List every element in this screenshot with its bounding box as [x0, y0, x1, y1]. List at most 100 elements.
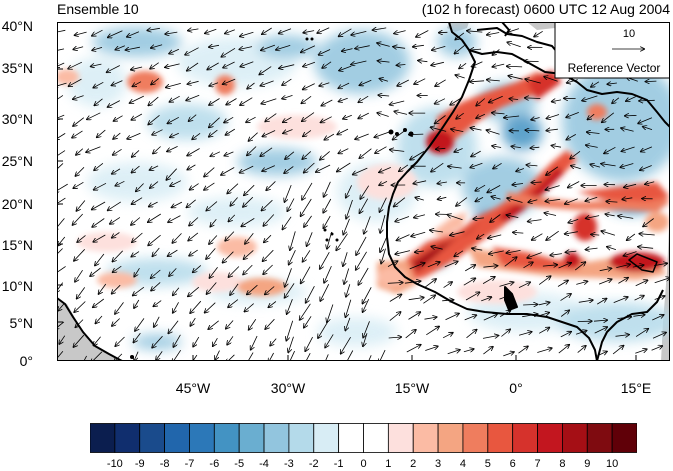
wind-vector	[435, 98, 446, 104]
wind-vector	[493, 64, 505, 67]
wind-vector	[99, 283, 107, 294]
wind-vector	[112, 80, 123, 86]
wind-vector	[431, 162, 444, 172]
wind-vector	[57, 183, 68, 192]
axis-ticks	[57, 22, 637, 361]
wind-vector	[261, 98, 277, 104]
wind-vector	[246, 352, 254, 361]
colorbar-label: 3	[435, 458, 442, 470]
wind-vector	[113, 132, 121, 139]
lat-label-20n: 20°N	[1, 196, 33, 212]
wind-vector	[405, 330, 416, 339]
wind-vector	[606, 201, 618, 202]
wind-vector	[208, 320, 219, 329]
wind-vector	[132, 232, 143, 242]
wind-vector	[467, 31, 483, 32]
wind-vector	[463, 278, 475, 286]
wind-vector	[259, 66, 272, 75]
wind-vector	[165, 63, 180, 67]
wind-vector	[151, 269, 161, 278]
wind-vector	[578, 300, 593, 302]
wind-vector	[339, 148, 349, 154]
wind-vector	[344, 268, 350, 284]
wind-vector	[150, 165, 159, 170]
wind-vector	[377, 43, 390, 47]
wind-vector	[577, 346, 586, 353]
wind-vector	[115, 336, 125, 346]
wind-vector	[263, 130, 276, 137]
wind-vector	[378, 61, 390, 62]
wind-vector	[185, 47, 199, 55]
wind-vector	[582, 95, 598, 101]
wind-vector	[113, 148, 122, 155]
wind-vector	[204, 182, 215, 190]
wind-vector	[134, 267, 140, 276]
wind-vector	[571, 166, 581, 169]
wind-vector	[550, 254, 562, 256]
wind-vector	[560, 294, 571, 301]
south-america-coast	[57, 297, 123, 361]
wind-vector	[523, 304, 537, 305]
wind-vector	[168, 116, 179, 123]
wind-vector	[168, 215, 181, 223]
wind-vector	[586, 248, 598, 250]
wind-vector	[638, 247, 654, 249]
wind-vector	[116, 180, 125, 185]
wind-vector	[490, 214, 501, 223]
wind-vector	[227, 336, 234, 344]
wind-vector	[373, 28, 387, 30]
wind-vector	[594, 327, 607, 334]
wind-vector	[528, 200, 538, 203]
iberia-coast	[476, 27, 558, 53]
colorbar-cell	[338, 423, 364, 453]
wind-vector	[409, 263, 425, 270]
wind-vector	[570, 150, 581, 158]
wind-vector	[320, 284, 330, 301]
wind-vector	[112, 168, 121, 174]
wind-vector	[279, 64, 295, 69]
wind-vector	[283, 216, 292, 230]
wind-vector	[450, 231, 465, 236]
wind-vector	[410, 151, 425, 159]
wind-vector	[205, 302, 216, 313]
wind-vector	[523, 262, 533, 269]
wind-vector	[522, 314, 537, 317]
wind-vector	[327, 304, 334, 323]
wind-vector	[93, 298, 105, 307]
wind-vector	[223, 78, 236, 84]
wind-vector	[567, 134, 576, 139]
wind-vector	[483, 347, 492, 355]
wind-vector	[68, 61, 83, 68]
wind-vector	[482, 336, 498, 339]
wind-vector	[213, 337, 218, 346]
wind-vector	[289, 250, 296, 264]
wind-vector	[223, 61, 235, 68]
colorbar-label: -10	[106, 458, 123, 470]
wind-vector	[380, 236, 388, 252]
wind-vector	[226, 354, 235, 361]
wind-vector	[643, 218, 654, 227]
colorbar-label: -3	[284, 458, 294, 470]
wind-vector	[622, 198, 633, 200]
wind-vector	[324, 265, 332, 283]
wind-vector	[360, 185, 370, 199]
wind-vector	[131, 217, 141, 225]
wind-vector	[316, 164, 331, 172]
wind-vector	[454, 250, 464, 256]
colorbar-cell	[562, 423, 588, 453]
wind-vector	[613, 297, 628, 303]
wind-vector	[239, 47, 253, 50]
wind-vector	[304, 162, 315, 173]
wind-vector	[319, 49, 331, 55]
wind-vector	[57, 150, 66, 157]
wind-vector	[487, 130, 500, 135]
wind-vector	[225, 151, 234, 156]
colorbar-cell	[90, 423, 116, 453]
wind-vector	[227, 183, 239, 194]
wind-vector	[477, 233, 485, 239]
wind-vector	[323, 198, 332, 213]
wind-vector	[206, 201, 218, 211]
wind-vector	[356, 251, 367, 270]
wind-vector	[565, 232, 578, 234]
lon-label-15e: 15°E	[620, 380, 652, 396]
